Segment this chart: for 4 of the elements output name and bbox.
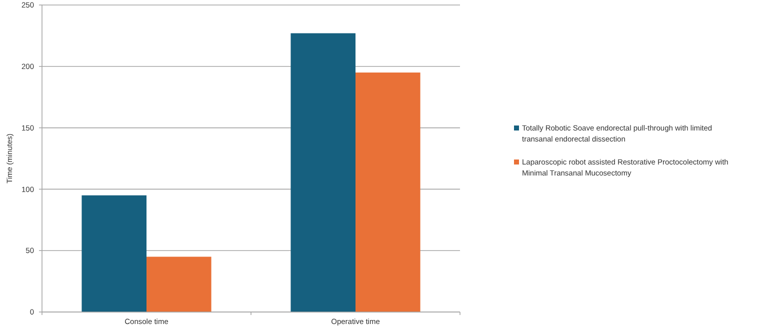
bar xyxy=(146,256,212,312)
bar xyxy=(356,72,420,312)
bar xyxy=(290,33,356,312)
bar xyxy=(82,195,146,312)
